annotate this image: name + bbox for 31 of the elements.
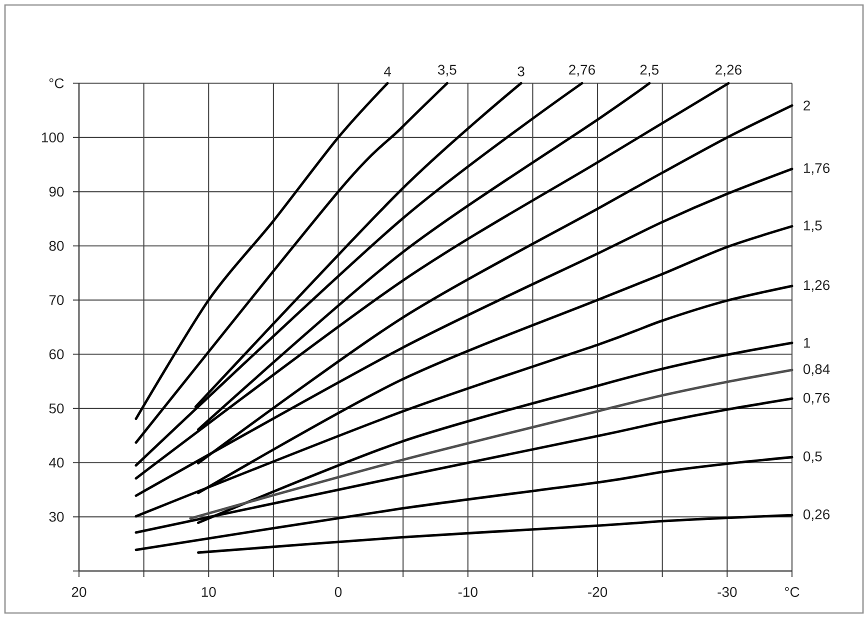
y-tick-label: 30 bbox=[49, 512, 64, 522]
series-label: 2,26 bbox=[716, 64, 742, 76]
series-label: 3 bbox=[518, 66, 524, 76]
x-tick-label: °C bbox=[784, 587, 800, 597]
x-tick-label: -10 bbox=[458, 587, 478, 597]
series-label: 2,5 bbox=[640, 64, 659, 76]
y-tick-label: °C bbox=[49, 78, 64, 88]
x-tick-label: -20 bbox=[588, 587, 608, 597]
series-label: 0,76 bbox=[803, 392, 830, 404]
y-tick-label: 80 bbox=[49, 240, 64, 251]
y-tick-label: 50 bbox=[49, 403, 64, 414]
series-label: 1,76 bbox=[804, 163, 830, 175]
series-label: 0,5 bbox=[803, 451, 822, 463]
x-tick-label: 0 bbox=[334, 587, 342, 597]
series-label: 2 bbox=[804, 100, 810, 110]
y-tick-label: 60 bbox=[49, 349, 64, 360]
y-tick-label: 90 bbox=[49, 186, 64, 197]
series-label: 0,26 bbox=[803, 509, 830, 521]
y-tick-label: 70 bbox=[49, 295, 64, 306]
series-label: 2,76 bbox=[569, 64, 595, 76]
y-tick-label: 100 bbox=[42, 132, 64, 142]
series-label: 1,26 bbox=[804, 280, 830, 292]
y-tick-label: 40 bbox=[49, 458, 64, 468]
series-label: 1 bbox=[804, 338, 810, 348]
series-label: 3,5 bbox=[438, 64, 456, 76]
series-label: 1,5 bbox=[804, 220, 822, 232]
series-label: 0,84 bbox=[803, 364, 830, 376]
x-tick-label: 20 bbox=[72, 587, 86, 597]
x-tick-label: -30 bbox=[718, 587, 737, 597]
x-tick-label: 10 bbox=[202, 587, 216, 597]
series-label: 4 bbox=[384, 66, 391, 76]
